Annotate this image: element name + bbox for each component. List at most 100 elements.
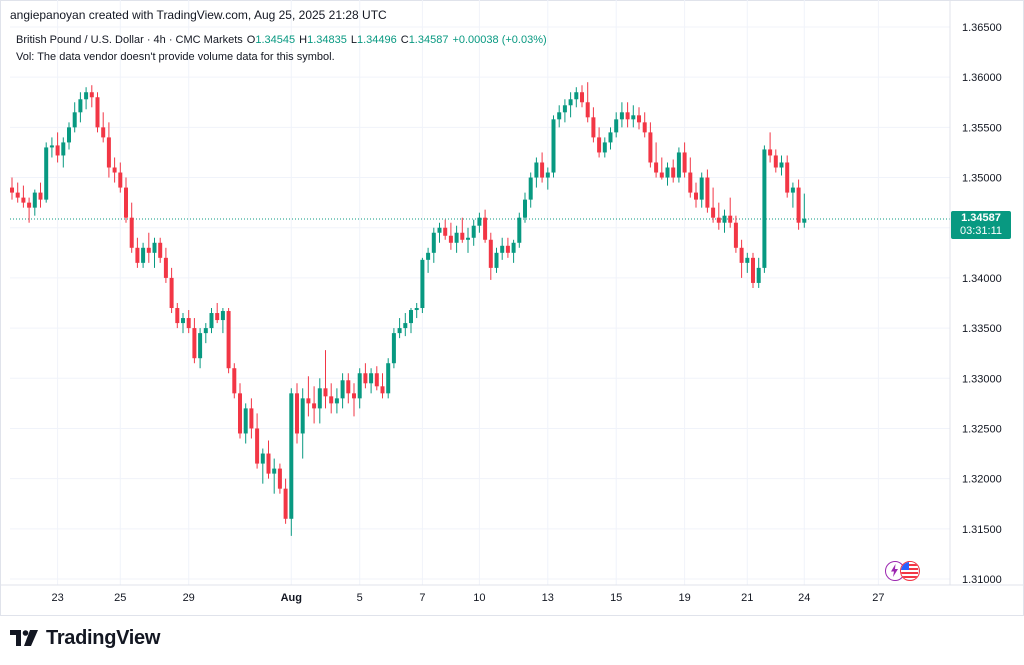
candle[interactable] bbox=[334, 388, 339, 414]
candle[interactable] bbox=[602, 137, 607, 158]
candle[interactable] bbox=[699, 172, 704, 208]
candle[interactable] bbox=[642, 112, 647, 138]
candle[interactable] bbox=[163, 247, 168, 283]
candle[interactable] bbox=[369, 368, 374, 394]
candle[interactable] bbox=[802, 193, 807, 228]
candle[interactable] bbox=[146, 232, 151, 263]
candle[interactable] bbox=[528, 172, 533, 208]
candle[interactable] bbox=[768, 132, 773, 163]
candle[interactable] bbox=[181, 313, 185, 334]
candle[interactable] bbox=[232, 363, 237, 399]
candle[interactable] bbox=[414, 303, 419, 319]
candle[interactable] bbox=[483, 209, 488, 243]
candle[interactable] bbox=[585, 82, 590, 123]
candle[interactable] bbox=[277, 463, 282, 494]
candle[interactable] bbox=[386, 358, 391, 399]
candle[interactable] bbox=[796, 179, 801, 230]
candle[interactable] bbox=[112, 157, 117, 183]
candle[interactable] bbox=[540, 152, 545, 183]
candle[interactable] bbox=[374, 366, 379, 391]
candle[interactable] bbox=[101, 112, 106, 143]
candle[interactable] bbox=[67, 122, 71, 150]
candle[interactable] bbox=[352, 383, 356, 417]
candle[interactable] bbox=[380, 373, 385, 399]
candle[interactable] bbox=[346, 373, 351, 404]
candle[interactable] bbox=[494, 247, 499, 273]
candle[interactable] bbox=[631, 105, 636, 128]
candle[interactable] bbox=[454, 225, 459, 253]
candle[interactable] bbox=[682, 142, 687, 178]
candle[interactable] bbox=[500, 237, 505, 260]
candle[interactable] bbox=[10, 177, 14, 200]
candle[interactable] bbox=[739, 239, 744, 278]
candle[interactable] bbox=[124, 177, 128, 223]
candle[interactable] bbox=[317, 378, 322, 424]
candle[interactable] bbox=[694, 182, 698, 208]
candle[interactable] bbox=[448, 222, 453, 250]
candle[interactable] bbox=[55, 132, 60, 163]
candle[interactable] bbox=[745, 252, 750, 273]
candle[interactable] bbox=[477, 212, 482, 233]
candle[interactable] bbox=[27, 197, 32, 223]
candle[interactable] bbox=[175, 303, 180, 329]
candle[interactable] bbox=[215, 303, 220, 324]
candle[interactable] bbox=[688, 157, 693, 198]
candle[interactable] bbox=[637, 107, 641, 130]
candle[interactable] bbox=[152, 237, 157, 268]
candle[interactable] bbox=[84, 87, 89, 110]
candle[interactable] bbox=[226, 308, 231, 374]
candle[interactable] bbox=[306, 376, 311, 417]
candle[interactable] bbox=[209, 308, 214, 334]
candle[interactable] bbox=[72, 102, 77, 133]
candle[interactable] bbox=[648, 122, 653, 168]
candle[interactable] bbox=[523, 192, 527, 223]
candle[interactable] bbox=[391, 328, 396, 369]
tradingview-logo[interactable]: TradingView bbox=[10, 626, 160, 650]
candle[interactable] bbox=[568, 92, 573, 118]
candle[interactable] bbox=[779, 155, 784, 176]
candle[interactable] bbox=[61, 137, 66, 168]
candle[interactable] bbox=[186, 310, 191, 334]
candle[interactable] bbox=[192, 318, 197, 364]
candle[interactable] bbox=[751, 252, 755, 288]
candle[interactable] bbox=[15, 182, 20, 203]
candle[interactable] bbox=[460, 217, 465, 243]
candle[interactable] bbox=[141, 242, 146, 268]
candle[interactable] bbox=[790, 182, 795, 208]
candle[interactable] bbox=[169, 267, 174, 314]
candle[interactable] bbox=[198, 328, 203, 369]
candle[interactable] bbox=[625, 102, 630, 128]
candle[interactable] bbox=[238, 383, 242, 439]
candle[interactable] bbox=[329, 383, 334, 414]
candle[interactable] bbox=[728, 197, 733, 228]
candle[interactable] bbox=[580, 85, 584, 108]
candle[interactable] bbox=[78, 92, 83, 123]
candle[interactable] bbox=[551, 115, 556, 178]
candle[interactable] bbox=[272, 458, 277, 494]
candle[interactable] bbox=[654, 142, 659, 178]
candle[interactable] bbox=[676, 147, 681, 183]
candle[interactable] bbox=[671, 159, 676, 183]
candle[interactable] bbox=[295, 383, 299, 444]
candle[interactable] bbox=[785, 155, 790, 198]
candle[interactable] bbox=[255, 413, 260, 469]
candle[interactable] bbox=[733, 215, 738, 253]
candle[interactable] bbox=[534, 157, 539, 188]
candle[interactable] bbox=[659, 157, 664, 180]
candle[interactable] bbox=[158, 237, 163, 263]
candle[interactable] bbox=[614, 112, 619, 138]
candle[interactable] bbox=[32, 189, 37, 216]
candle[interactable] bbox=[95, 92, 100, 133]
candlestick-chart[interactable]: 1.365001.360001.355001.350001.345001.340… bbox=[0, 0, 1024, 616]
candle[interactable] bbox=[443, 219, 448, 240]
candle[interactable] bbox=[756, 257, 761, 288]
us-flag-icon[interactable] bbox=[900, 561, 920, 581]
candle[interactable] bbox=[203, 323, 208, 344]
candle[interactable] bbox=[118, 162, 123, 193]
candle[interactable] bbox=[397, 318, 402, 339]
candle[interactable] bbox=[135, 237, 140, 268]
candle[interactable] bbox=[619, 102, 624, 128]
candle[interactable] bbox=[49, 137, 54, 158]
candle[interactable] bbox=[340, 373, 345, 409]
candle[interactable] bbox=[363, 363, 368, 389]
